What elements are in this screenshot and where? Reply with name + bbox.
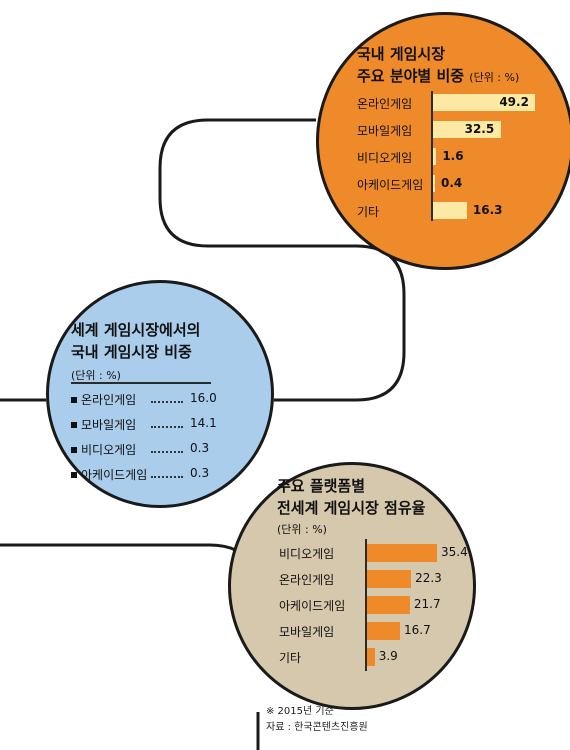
chart1-title-line2: 주요 분야별 비중: [357, 67, 465, 85]
chart1-category-label: 기타: [357, 205, 380, 219]
chart3-value-label: 16.7: [404, 623, 431, 637]
chart2-leader-dots: [151, 451, 183, 453]
chart3-category-label: 비디오게임: [279, 547, 335, 561]
chart2-category-label: 모바일게임: [81, 418, 137, 432]
chart2-title-line1: 세계 게임시장에서의: [71, 321, 201, 339]
chart2-leader-dots: [151, 401, 183, 403]
chart3-category-label: 기타: [279, 651, 302, 665]
chart3-category-label: 온라인게임: [279, 573, 335, 587]
chart3-bar: [367, 570, 412, 588]
footnote-base-year: ※ 2015년 기준: [266, 706, 334, 717]
chart2-category-label: 온라인게임: [81, 393, 137, 407]
chart3-title-line2: 전세계 게임시장 점유율: [277, 499, 426, 517]
chart3-bar: [367, 596, 410, 614]
chart1-value-label: 0.4: [441, 176, 463, 190]
chart1-title-line1: 국내 게임시장: [357, 45, 446, 63]
chart3-category-label: 모바일게임: [279, 625, 335, 639]
chart1-value-label: 16.3: [472, 203, 503, 217]
chart2-category-label: 비디오게임: [81, 443, 137, 457]
chart2-value-label: 14.1: [190, 416, 217, 430]
chart3-value-label: 35.4: [441, 545, 468, 559]
chart2-value-label: 0.3: [190, 466, 210, 480]
chart2-bullet: [71, 472, 77, 478]
chart1-bar: [433, 121, 501, 138]
chart3-value-label: 22.3: [415, 571, 442, 585]
world-share-circle: 세계 게임시장에서의 국내 게임시장 비중 (단위 : %) 온라인게임 16.0…: [46, 280, 274, 508]
chart1-category-label: 비디오게임: [357, 151, 413, 165]
chart1-value-label: 49.2: [499, 95, 529, 109]
chart1-value-label: 1.6: [442, 149, 464, 163]
chart2-bullet: [71, 422, 77, 428]
chart2-rule: [71, 382, 211, 384]
chart1-bar: [433, 175, 435, 192]
chart3-bar: [367, 622, 401, 640]
chart3-bar: [367, 544, 437, 562]
chart1-unit: (단위 : %): [469, 71, 520, 84]
footnote-source: 자료 : 한국콘텐츠진흥원: [266, 722, 368, 733]
domestic-share-circle: 국내 게임시장 주요 분야별 비중 (단위 : %) 온라인게임 49.2 모바일게…: [316, 12, 570, 270]
chart3-title-line1: 주요 플랫폼별: [277, 477, 366, 495]
chart2-category-label: 아케이드게임: [81, 468, 148, 482]
platform-share-circle: 주요 플랫폼별 전세계 게임시장 점유율 (단위 : %) 비디오게임 35.4 온…: [228, 462, 476, 710]
chart1-axis: [431, 91, 433, 221]
chart3-value-label: 21.7: [413, 597, 441, 611]
chart1-category-label: 모바일게임: [357, 124, 413, 138]
chart3-value-label: 3.9: [378, 649, 398, 663]
chart1-category-label: 아케이드게임: [357, 178, 424, 192]
chart2-unit: (단위 : %): [71, 369, 121, 382]
chart3-category-label: 아케이드게임: [279, 599, 346, 613]
chart2-bullet: [71, 447, 77, 453]
chart1-bar: [433, 202, 467, 219]
chart1-value-label: 32.5: [464, 122, 495, 136]
chart1-bar: [433, 94, 536, 111]
chart2-leader-dots: [151, 426, 183, 428]
chart1-bar: [433, 148, 437, 165]
chart2-title-line2: 국내 게임시장 비중: [71, 343, 192, 361]
chart2-leader-dots: [151, 476, 183, 478]
chart3-unit: (단위 : %): [277, 523, 327, 536]
chart2-value-label: 0.3: [190, 441, 210, 455]
chart1-category-label: 온라인게임: [357, 97, 413, 111]
chart2-bullet: [71, 397, 77, 403]
chart3-axis: [365, 539, 367, 671]
chart3-bar: [367, 648, 375, 666]
chart2-value-label: 16.0: [190, 391, 217, 405]
